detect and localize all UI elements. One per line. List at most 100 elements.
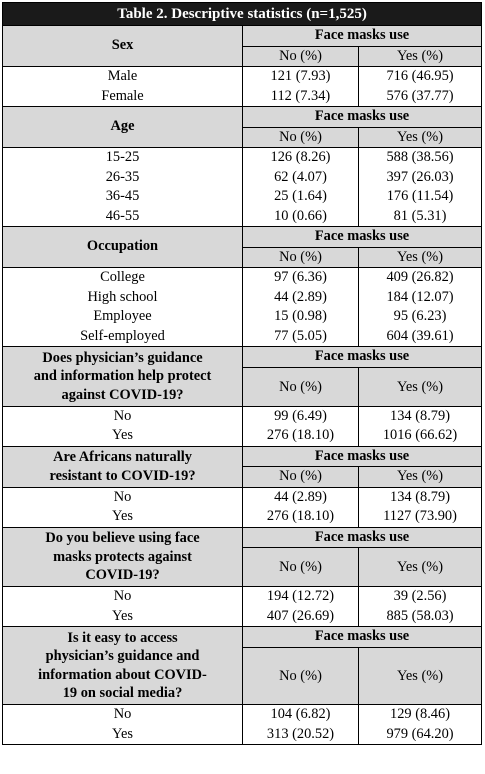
table-body: Table 2. Descriptive statistics (n=1,525… — [1, 2, 483, 745]
yes-percent-header: Yes (%) — [358, 247, 483, 268]
no-value: 62 (4.07) — [242, 167, 359, 187]
yes-value: 39 (2.56) — [357, 586, 483, 607]
face-masks-use-header: Face masks use — [242, 445, 483, 467]
no-value: 10 (0.66) — [242, 206, 359, 227]
yes-value: 184 (12.07) — [357, 287, 483, 307]
section-variable-header: Occupation — [2, 226, 243, 268]
row-label: Yes — [2, 606, 243, 627]
table-row: Employee 15 (0.98) 95 (6.23) — [2, 307, 483, 327]
row-label: Yes — [2, 724, 243, 745]
yes-value: 716 (46.95) — [357, 66, 483, 87]
no-value: 313 (20.52) — [242, 724, 359, 745]
section-subheader-row: No (%) Yes (%) — [3, 247, 483, 268]
face-masks-use-header: Face masks use — [242, 526, 483, 548]
section-subheader-row: No (%) Yes (%) — [3, 367, 483, 407]
section-variable-header: Do you believe using face masks protects … — [2, 526, 243, 587]
row-label: College — [2, 267, 243, 288]
yes-value: 1127 (73.90) — [357, 507, 483, 528]
table-row: No 99 (6.49) 134 (8.79) — [2, 406, 483, 426]
table-row: Yes 276 (18.10) 1127 (73.90) — [2, 507, 483, 528]
yes-value: 134 (8.79) — [357, 487, 483, 507]
yes-value: 409 (26.82) — [357, 267, 483, 288]
section-variable-header: Are Africans naturally resistant to COVID… — [2, 445, 243, 488]
section-header-row: Sex Face masks use — [2, 25, 483, 67]
yes-value: 885 (58.03) — [357, 606, 483, 627]
row-label: 15-25 — [2, 147, 243, 168]
no-percent-header: No (%) — [242, 547, 359, 587]
no-value: 126 (8.26) — [242, 147, 359, 168]
table-row: Male 121 (7.93) 716 (46.95) — [2, 66, 483, 87]
row-label: 36-45 — [2, 187, 243, 207]
section-header-row: Do you believe using face masks protects … — [2, 526, 483, 587]
no-value: 112 (7.34) — [242, 86, 359, 107]
table-row: No 44 (2.89) 134 (8.79) — [2, 487, 483, 507]
table-row: Yes 407 (26.69) 885 (58.03) — [2, 606, 483, 627]
table-title: Table 2. Descriptive statistics (n=1,525… — [1, 2, 483, 26]
table-row: 46-55 10 (0.66) 81 (5.31) — [2, 206, 483, 227]
yes-percent-header: Yes (%) — [358, 127, 483, 148]
table-row: College 97 (6.36) 409 (26.82) — [2, 267, 483, 288]
yes-percent-header: Yes (%) — [358, 367, 483, 407]
yes-value: 129 (8.46) — [357, 704, 483, 725]
table-row: 26-35 62 (4.07) 397 (26.03) — [2, 167, 483, 187]
row-label: No — [2, 487, 243, 507]
row-label: No — [2, 704, 243, 725]
no-value: 25 (1.64) — [242, 187, 359, 207]
yes-percent-header: Yes (%) — [358, 647, 483, 705]
no-value: 194 (12.72) — [242, 586, 359, 607]
no-value: 77 (5.05) — [242, 326, 359, 347]
section-variable-header: Does physician’s guidance and information… — [2, 346, 243, 407]
no-value: 121 (7.93) — [242, 66, 359, 87]
section-header-row: Occupation Face masks use — [2, 226, 483, 268]
no-value: 276 (18.10) — [242, 426, 359, 447]
table-row: High school 44 (2.89) 184 (12.07) — [2, 287, 483, 307]
section-subheader-row: No (%) Yes (%) — [3, 647, 483, 705]
yes-value: 95 (6.23) — [357, 307, 483, 327]
no-value: 15 (0.98) — [242, 307, 359, 327]
face-masks-use-header: Face masks use — [242, 25, 483, 47]
section-subheader-row: No (%) Yes (%) — [3, 127, 483, 148]
yes-value: 588 (38.56) — [357, 147, 483, 168]
no-value: 104 (6.82) — [242, 704, 359, 725]
section-subheader-row: No (%) Yes (%) — [3, 547, 483, 587]
face-masks-use-header: Face masks use — [242, 106, 483, 128]
table-title-row: Table 2. Descriptive statistics (n=1,525… — [1, 2, 483, 26]
table-container: Table 2. Descriptive statistics (n=1,525… — [1, 2, 483, 745]
no-value: 407 (26.69) — [242, 606, 359, 627]
face-masks-use-header: Face masks use — [242, 626, 483, 648]
no-percent-header: No (%) — [242, 127, 359, 148]
row-label: Yes — [2, 426, 243, 447]
row-label: 26-35 — [2, 167, 243, 187]
table-row: 36-45 25 (1.64) 176 (11.54) — [2, 187, 483, 207]
no-percent-header: No (%) — [242, 647, 359, 705]
yes-percent-header: Yes (%) — [358, 46, 483, 67]
section-variable-header: Sex — [2, 25, 243, 67]
row-label: 46-55 — [2, 206, 243, 227]
no-value: 276 (18.10) — [242, 507, 359, 528]
table-row: 15-25 126 (8.26) 588 (38.56) — [2, 147, 483, 168]
yes-percent-header: Yes (%) — [358, 466, 483, 488]
descriptive-statistics-table: Table 2. Descriptive statistics (n=1,525… — [1, 2, 483, 745]
section-variable-header: Is it easy to access physician’s guidance… — [2, 626, 243, 705]
no-percent-header: No (%) — [242, 466, 359, 488]
yes-value: 397 (26.03) — [357, 167, 483, 187]
face-masks-use-header: Face masks use — [242, 226, 483, 248]
no-value: 44 (2.89) — [242, 287, 359, 307]
section-header-row: Does physician’s guidance and information… — [2, 346, 483, 407]
yes-value: 1016 (66.62) — [357, 426, 483, 447]
row-label: Female — [2, 86, 243, 107]
yes-value: 81 (5.31) — [357, 206, 483, 227]
no-percent-header: No (%) — [242, 367, 359, 407]
table-row: No 194 (12.72) 39 (2.56) — [2, 586, 483, 607]
row-label: Self-employed — [2, 326, 243, 347]
row-label: High school — [2, 287, 243, 307]
table-row: Yes 313 (20.52) 979 (64.20) — [2, 724, 483, 745]
section-header-row: Age Face masks use — [2, 106, 483, 148]
section-subheader-row: No (%) Yes (%) — [3, 46, 483, 67]
face-masks-use-header: Face masks use — [242, 346, 483, 368]
table-row: Self-employed 77 (5.05) 604 (39.61) — [2, 326, 483, 347]
row-label: No — [2, 406, 243, 426]
no-percent-header: No (%) — [242, 46, 359, 67]
section-subheader-row: No (%) Yes (%) — [3, 466, 483, 488]
no-value: 99 (6.49) — [242, 406, 359, 426]
